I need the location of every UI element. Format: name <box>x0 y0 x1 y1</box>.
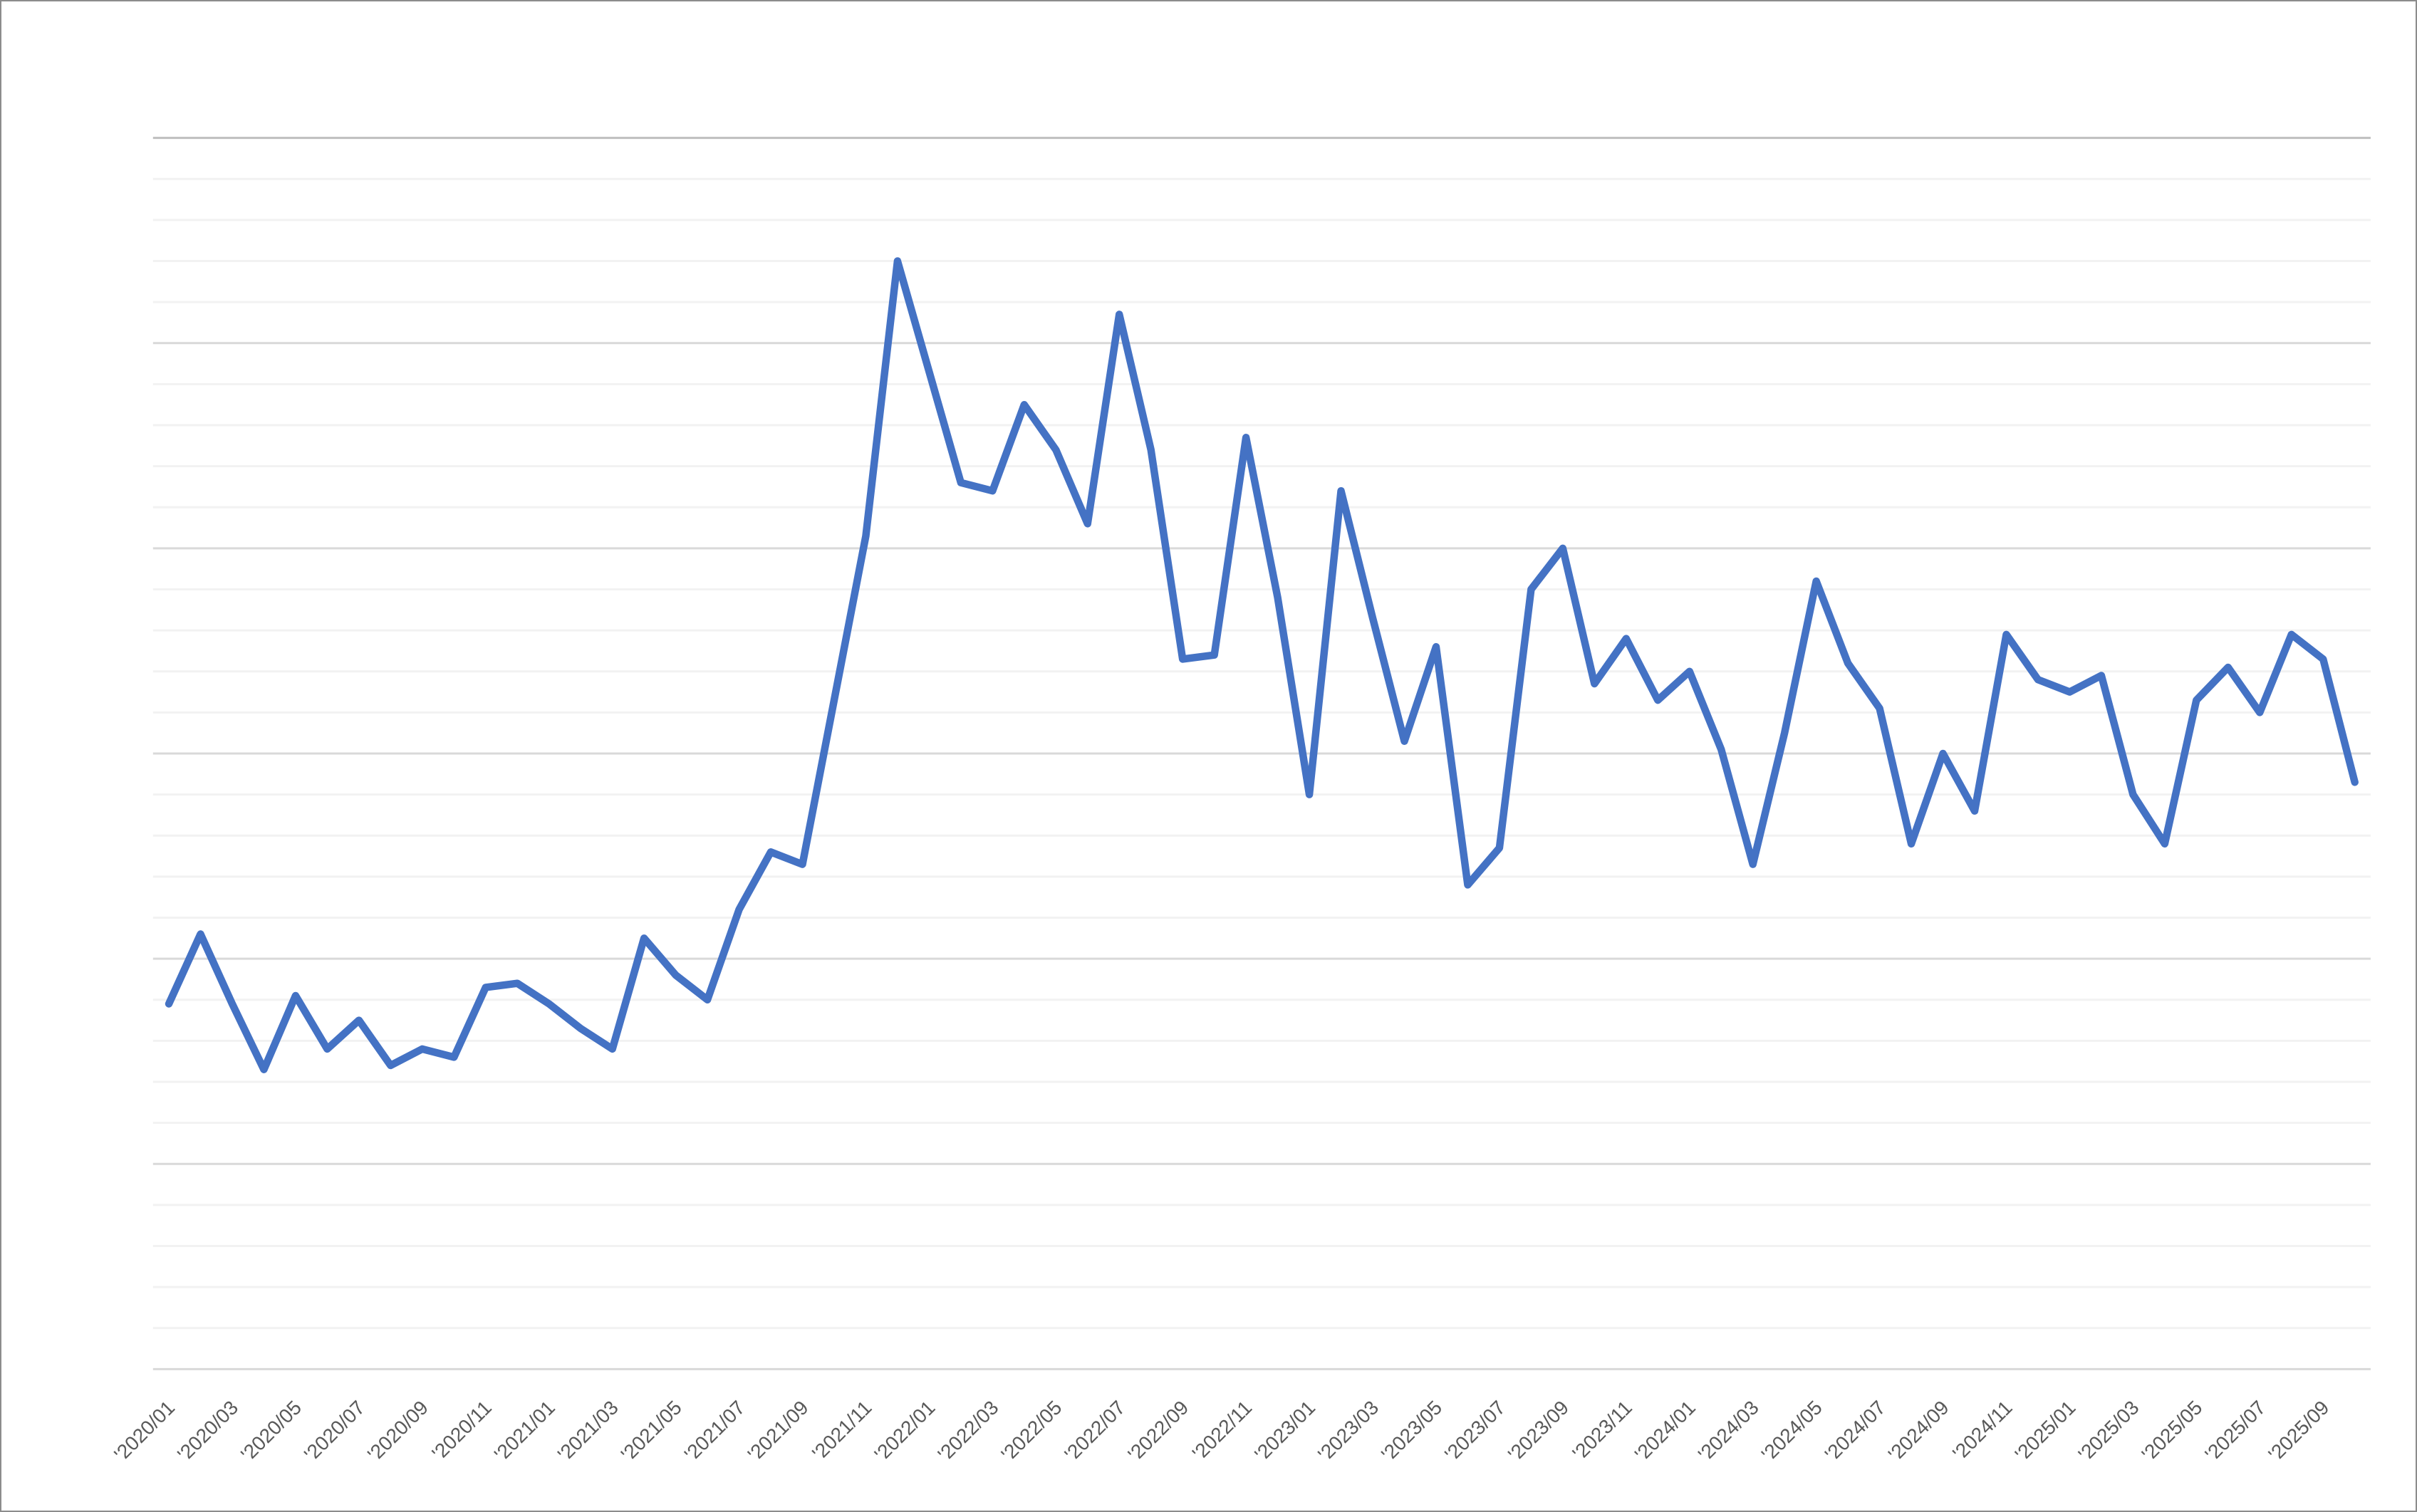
x-tick-label: '2023/11 <box>1568 1397 1636 1465</box>
x-tick-label: '2022/05 <box>997 1397 1066 1466</box>
x-tick-label: '2020/11 <box>427 1397 496 1465</box>
x-tick-label: '2020/05 <box>236 1397 306 1466</box>
x-tick-label: '2021/09 <box>744 1397 813 1466</box>
x-tick-label: '2025/01 <box>2011 1397 2080 1466</box>
x-tick-label: '2021/01 <box>490 1397 559 1466</box>
x-tick-label: '2025/07 <box>2200 1397 2270 1466</box>
x-tick-label: '2021/03 <box>553 1397 623 1466</box>
x-tick-label: '2023/09 <box>1504 1397 1573 1466</box>
x-tick-label: '2023/05 <box>1377 1397 1446 1466</box>
x-tick-label: '2020/09 <box>363 1397 432 1466</box>
x-tick-label: '2025/03 <box>2074 1397 2143 1466</box>
x-tick-label: '2025/05 <box>2137 1397 2206 1466</box>
x-tick-label: '2023/03 <box>1314 1397 1383 1466</box>
x-tick-label: '2023/07 <box>1440 1397 1509 1466</box>
x-tick-label: '2024/03 <box>1694 1397 1763 1466</box>
x-tick-label: '2025/09 <box>2264 1397 2333 1466</box>
x-axis-labels: '2020/01'2020/03'2020/05'2020/07'2020/09… <box>110 1397 2333 1466</box>
x-tick-label: '2022/01 <box>870 1397 940 1466</box>
x-tick-label: '2024/09 <box>1884 1397 1953 1466</box>
data-series <box>165 257 2359 1073</box>
x-tick-label: '2020/07 <box>300 1397 369 1466</box>
x-tick-label: '2020/03 <box>173 1397 242 1466</box>
x-tick-label: '2024/01 <box>1631 1397 1700 1466</box>
x-tick-label: '2021/05 <box>617 1397 686 1466</box>
x-tick-label: '2022/07 <box>1060 1397 1129 1466</box>
x-tick-label: '2023/01 <box>1250 1397 1319 1466</box>
x-tick-label: '2020/01 <box>110 1397 179 1466</box>
gridlines <box>152 137 2371 1370</box>
x-tick-label: '2022/03 <box>933 1397 1002 1466</box>
x-tick-label: '2022/11 <box>1188 1397 1257 1465</box>
x-tick-label: '2022/09 <box>1123 1397 1192 1466</box>
x-tick-label: '2021/07 <box>680 1397 749 1466</box>
x-tick-label: '2024/07 <box>1821 1397 1890 1466</box>
x-tick-label: '2024/05 <box>1757 1397 1826 1466</box>
x-tick-label: '2021/11 <box>808 1397 876 1465</box>
series-line <box>165 257 2359 1073</box>
x-tick-label: '2024/11 <box>1948 1397 2017 1465</box>
